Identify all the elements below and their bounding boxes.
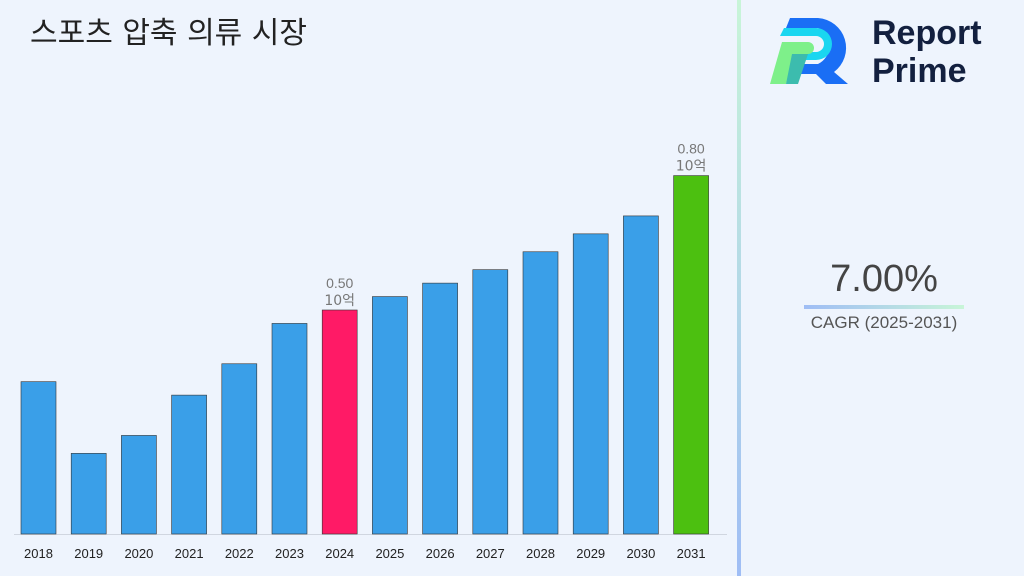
divider: [737, 0, 741, 576]
x-tick-label: 2024: [325, 546, 354, 561]
chart-title: 스포츠 압축 의류 시장: [30, 16, 308, 51]
bar-2024: [321, 309, 358, 535]
cagr-value: 7.00%: [830, 258, 938, 300]
x-tick-label: 2022: [225, 546, 254, 561]
data-label-value: 0.80: [677, 141, 704, 157]
x-tick-label: 2027: [476, 546, 505, 561]
cagr-label: CAGR (2025-2031): [810, 313, 958, 332]
bar-2025: [372, 296, 408, 535]
bar-2027: [472, 269, 509, 535]
bar-2030: [623, 215, 659, 535]
x-tick-label: 2019: [74, 546, 103, 561]
bar-2026: [422, 282, 458, 535]
data-label-unit: 10억: [676, 159, 707, 175]
x-tick-label: 2021: [175, 546, 204, 561]
x-tick-label: 2026: [426, 546, 455, 561]
bar-chart: 2018 2019 2020 2021 2022 2023 2024 0.50 10억 2025 2…: [14, 141, 727, 561]
x-tick-label: 2028: [526, 546, 555, 561]
bar-2020: [121, 435, 157, 535]
brand-name: Report Prime: [872, 14, 982, 90]
x-tick-label: 2020: [124, 546, 153, 561]
x-tick-label: 2023: [275, 546, 304, 561]
brand-line2: Prime: [872, 52, 967, 90]
bar-2023: [271, 323, 308, 535]
report-prime-logo-icon: [770, 18, 848, 84]
x-tick-label: 2018: [24, 546, 53, 561]
bar-2021: [171, 394, 207, 535]
data-label-unit: 10억: [324, 293, 355, 309]
brand-line1: Report: [872, 14, 982, 52]
bar-2022: [221, 363, 258, 535]
cagr-underline: [804, 305, 964, 309]
bar-2019: [70, 453, 107, 535]
bar-2029: [572, 233, 609, 535]
x-tick-label: 2029: [576, 546, 605, 561]
x-tick-label: 2030: [626, 546, 655, 561]
x-tick-label: 2025: [375, 546, 404, 561]
data-label-value: 0.50: [326, 275, 353, 291]
bar-2018: [20, 381, 57, 535]
x-tick-label: 2031: [677, 546, 706, 561]
bar-2028: [522, 251, 559, 535]
cagr-panel: 7.00% CAGR (2025-2031): [800, 258, 968, 333]
bar-2031: [673, 175, 709, 535]
